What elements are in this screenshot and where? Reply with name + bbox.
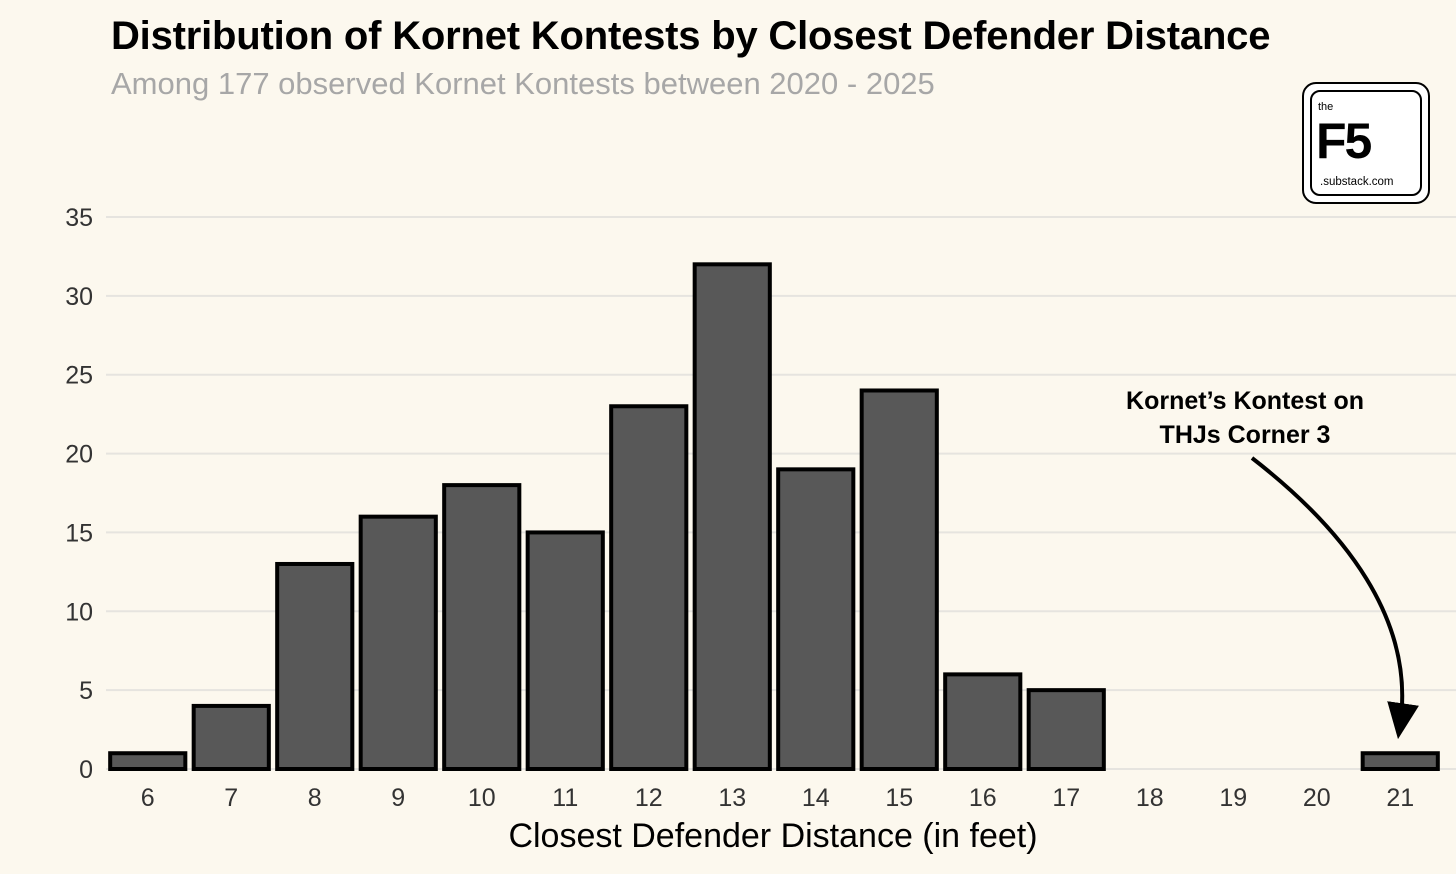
bar-10 xyxy=(442,483,522,771)
y-tick-label: 0 xyxy=(79,756,93,784)
y-axis-ticks: 0 5 10 15 20 25 30 35 xyxy=(65,204,93,784)
x-tick-label: 11 xyxy=(552,784,578,812)
bar-9 xyxy=(358,514,438,772)
bar-12 xyxy=(609,404,689,771)
bar-8 xyxy=(275,561,355,771)
x-tick-label: 9 xyxy=(391,784,405,812)
logo-the-text: the xyxy=(1318,101,1334,113)
annotation-line-2: THJs Corner 3 xyxy=(1160,421,1331,449)
chart-title: Distribution of Kornet Kontests by Close… xyxy=(111,14,1271,58)
bar-17 xyxy=(1026,688,1106,772)
x-tick-label: 8 xyxy=(308,784,322,812)
x-tick-label: 19 xyxy=(1219,784,1247,812)
f5-logo: the F5 .substack.com xyxy=(1302,82,1430,204)
x-tick-label: 7 xyxy=(224,784,238,812)
chart-subtitle: Among 177 observed Kornet Kontests betwe… xyxy=(111,66,935,101)
x-tick-label: 16 xyxy=(969,784,997,812)
y-tick-label: 20 xyxy=(65,441,93,469)
logo-inner-frame xyxy=(1310,90,1422,196)
x-tick-label: 17 xyxy=(1052,784,1080,812)
annotation-arrow xyxy=(1250,456,1419,740)
y-tick-label: 35 xyxy=(65,204,93,232)
bars xyxy=(108,262,1440,772)
y-tick-label: 5 xyxy=(79,677,93,705)
y-tick-label: 30 xyxy=(65,283,93,311)
x-axis-ticks: 6 7 8 9 10 11 12 13 14 15 16 17 18 19 20 21 xyxy=(141,784,1414,812)
x-tick-label: 10 xyxy=(468,784,496,812)
bar-13 xyxy=(692,262,772,771)
x-tick-label: 13 xyxy=(718,784,746,812)
annotation-line-1: Kornet’s Kontest on xyxy=(1126,387,1364,415)
bar-6 xyxy=(108,751,188,772)
y-tick-label: 10 xyxy=(65,598,93,626)
x-tick-label: 6 xyxy=(141,784,155,812)
x-axis-label: Closest Defender Distance (in feet) xyxy=(508,817,1037,855)
x-tick-label: 21 xyxy=(1386,784,1414,812)
x-tick-label: 15 xyxy=(885,784,913,812)
x-tick-label: 12 xyxy=(635,784,663,812)
y-tick-label: 15 xyxy=(65,519,93,547)
bar-21 xyxy=(1360,751,1440,772)
x-tick-label: 14 xyxy=(802,784,830,812)
bar-7 xyxy=(191,703,271,772)
x-tick-label: 18 xyxy=(1136,784,1164,812)
bar-15 xyxy=(859,388,939,771)
bar-11 xyxy=(525,530,605,772)
logo-domain-text: .substack.com xyxy=(1320,176,1394,188)
y-tick-label: 25 xyxy=(65,362,93,390)
x-tick-label: 20 xyxy=(1303,784,1331,812)
bar-16 xyxy=(943,672,1023,771)
bar-14 xyxy=(776,467,856,771)
logo-f5-text: F5 xyxy=(1316,113,1372,169)
